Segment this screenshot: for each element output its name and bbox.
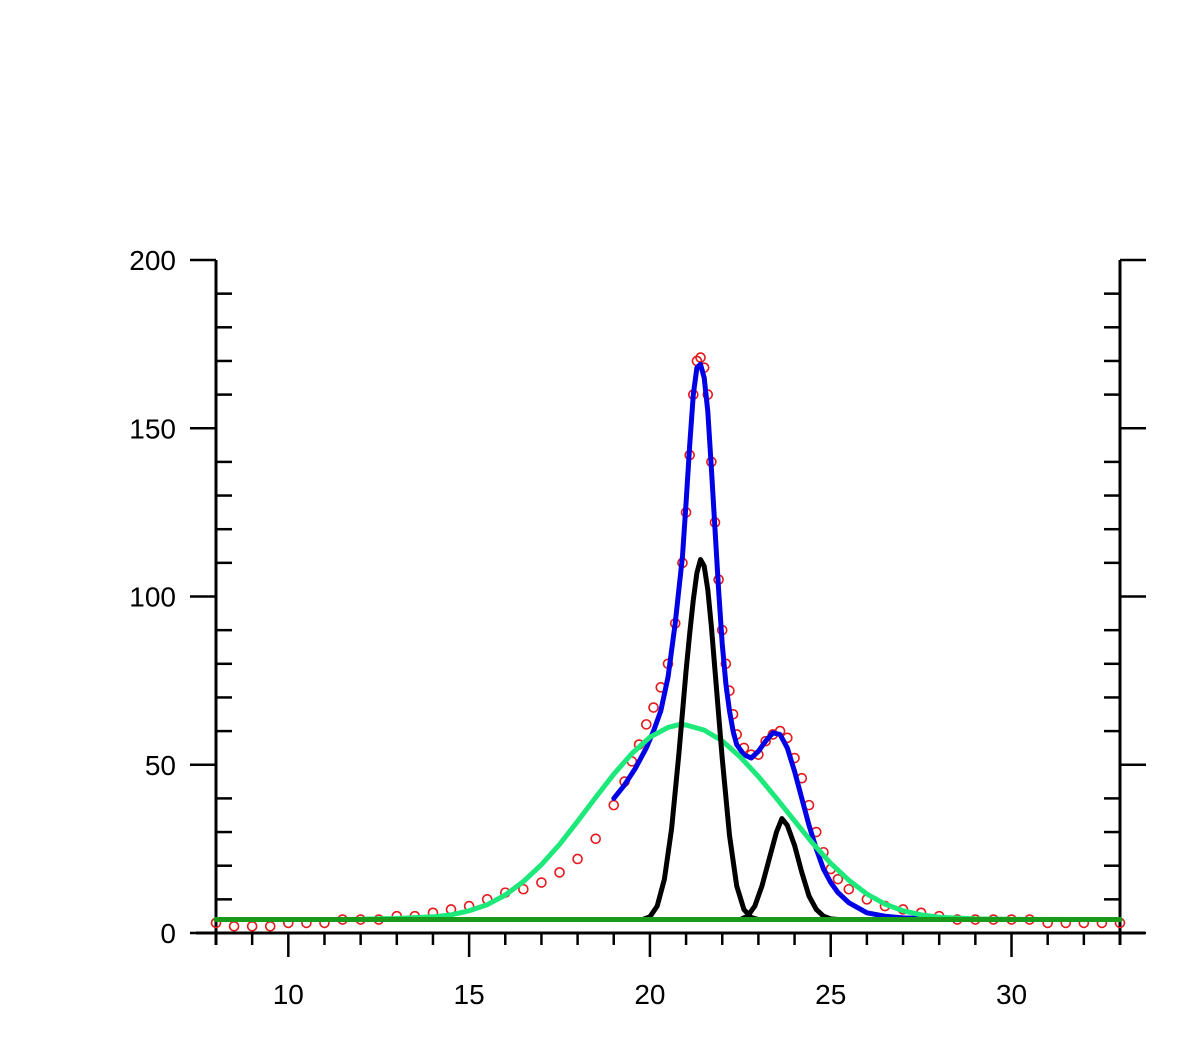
- data-point: [843, 883, 855, 895]
- series-line-narrow-gaussian-1: [640, 557, 761, 922]
- y-tick-label: 150: [129, 413, 176, 444]
- data-point: [518, 883, 529, 895]
- data-point: [608, 799, 620, 811]
- y-tick-label: 50: [145, 750, 176, 781]
- data-point: [648, 702, 659, 713]
- x-tick-label: 15: [454, 979, 485, 1010]
- data-point: [264, 920, 276, 932]
- data-point: [228, 920, 240, 932]
- chart-series: [210, 352, 1126, 932]
- chart-tick-labels: 0 50 100 150 200 10 15 20 25 30: [129, 245, 1027, 1010]
- x-tick-label: 25: [815, 979, 846, 1010]
- data-point: [246, 920, 258, 932]
- series-line-broad-gaussian: [358, 722, 1123, 922]
- data-point: [590, 833, 601, 845]
- data-point: [760, 735, 771, 747]
- y-tick-label: 100: [129, 582, 176, 613]
- data-point: [832, 873, 844, 885]
- data-point: [554, 867, 565, 878]
- x-tick-label: 20: [634, 979, 665, 1010]
- y-tick-label: 200: [129, 245, 176, 276]
- x-tick-label: 30: [996, 979, 1027, 1010]
- chart-axes: [190, 258, 1146, 957]
- x-tick-label: 10: [273, 979, 304, 1010]
- data-point: [641, 719, 652, 730]
- series-line-narrow-gaussian-2: [737, 816, 841, 922]
- data-point: [536, 877, 547, 888]
- series-line-fit-envelope: [611, 361, 1123, 922]
- data-point: [572, 853, 583, 865]
- y-tick-label: 0: [160, 918, 176, 949]
